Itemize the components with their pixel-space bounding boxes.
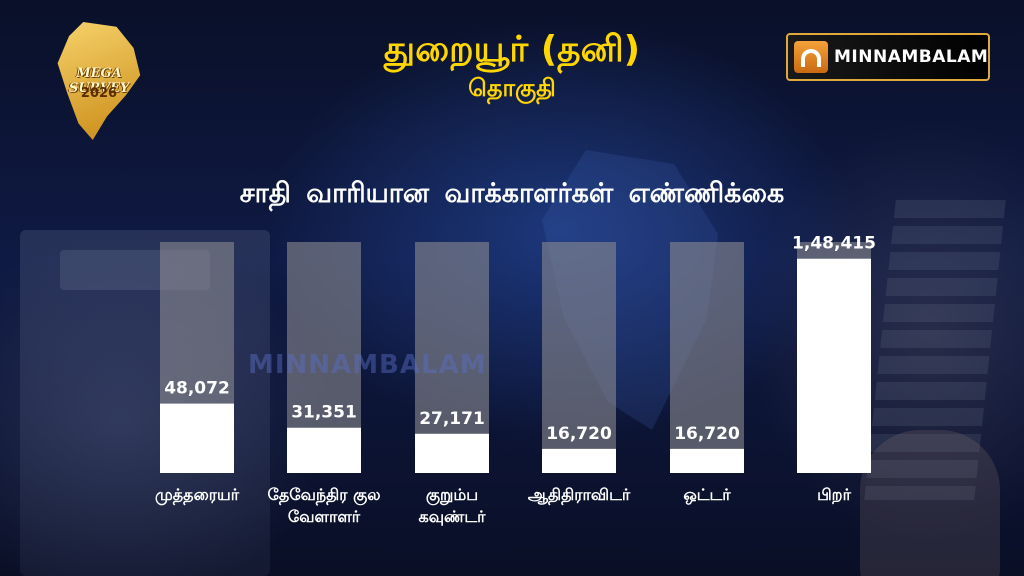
bar [542, 448, 616, 473]
bar-value-label: 27,171 [419, 409, 485, 429]
bar [797, 258, 871, 473]
mega-survey-logo: MEGA SURVEY 2026 [40, 22, 150, 140]
logo-line1: MEGA SURVEY [68, 66, 130, 96]
bar-value-label: 16,720 [546, 424, 612, 444]
category-label: வேளாளர் [288, 507, 361, 526]
bar-track [670, 242, 744, 473]
watermark: MINNAMBALAM [248, 350, 487, 380]
bar-track [542, 242, 616, 473]
bar [670, 448, 744, 473]
logo-line2: 2026 [80, 86, 118, 101]
category-label: பிறர் [817, 485, 851, 504]
chart-title: சாதி வாரியான வாக்காளர்கள் எண்ணிக்கை [239, 178, 785, 209]
constituency-title: துறையூர் (தனி) [383, 29, 641, 70]
category-label: குறும்ப [426, 485, 478, 506]
category-label: ஆதிதிராவிடர் [528, 485, 631, 505]
brand-badge: MINNAMBALAM [786, 33, 990, 81]
brand-name: MINNAMBALAM [834, 47, 989, 67]
bar-value-label: 1,48,415 [792, 234, 876, 254]
category-label: கவுண்டர் [419, 507, 487, 526]
bar [415, 433, 489, 473]
category-label: ஒட்டர் [683, 485, 731, 505]
bar-value-label: 31,351 [291, 403, 357, 423]
category-label: தேவேந்திர குல [267, 485, 380, 506]
bar-value-label: 16,720 [674, 424, 740, 444]
category-label: முத்தரையர் [155, 485, 240, 505]
bar-value-label: 48,072 [164, 379, 230, 399]
constituency-subtitle: தொகுதி [468, 74, 556, 102]
bar [160, 403, 234, 473]
background-hand [860, 430, 1000, 576]
bar [287, 427, 361, 473]
brand-logo-icon [794, 41, 828, 73]
